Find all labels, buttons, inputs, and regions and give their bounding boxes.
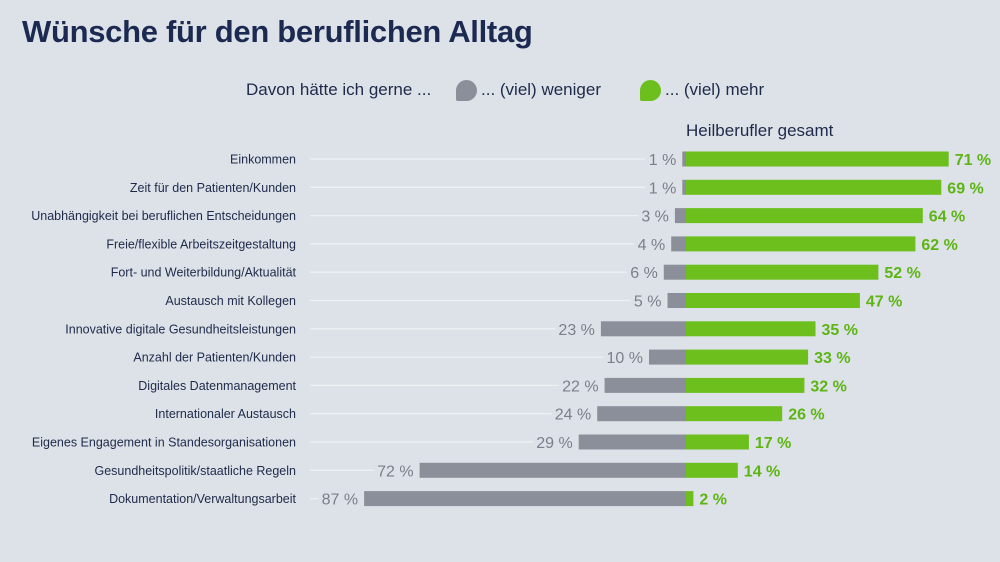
less-value-label: 3 % <box>641 209 669 226</box>
more-bar <box>686 377 805 393</box>
less-value-label: 4 % <box>638 237 666 254</box>
more-value-label: 14 % <box>744 463 780 480</box>
more-bar <box>686 406 783 422</box>
less-bar <box>674 208 686 224</box>
more-value-label: 26 % <box>788 407 824 424</box>
category-label: Gesundheitspolitik/staatliche Regeln <box>94 464 296 478</box>
more-value-label: 32 % <box>810 378 846 395</box>
more-bar <box>686 264 879 280</box>
less-bar <box>649 349 686 365</box>
category-label: Anzahl der Patienten/Kunden <box>133 351 296 365</box>
less-bar <box>682 179 686 195</box>
less-bar <box>597 406 686 422</box>
chart-title: Wünsche für den beruflichen Alltag <box>22 14 533 49</box>
more-value-label: 35 % <box>822 322 858 339</box>
less-value-label: 1 % <box>649 180 677 197</box>
less-value-label: 23 % <box>558 322 594 339</box>
less-value-label: 10 % <box>607 350 643 367</box>
less-bar <box>671 236 686 252</box>
less-value-label: 6 % <box>630 265 658 282</box>
more-bar <box>686 236 916 252</box>
category-label: Austausch mit Kollegen <box>165 294 296 308</box>
less-bar <box>419 462 686 478</box>
category-label: Unabhängigkeit bei beruflichen Entscheid… <box>31 209 296 223</box>
more-bar <box>686 321 816 337</box>
more-value-label: 2 % <box>699 492 727 509</box>
less-bar <box>578 434 686 450</box>
less-bar <box>364 491 686 507</box>
less-bar <box>600 321 686 337</box>
category-label: Fort- und Weiterbildung/Aktualität <box>111 266 297 280</box>
more-value-label: 69 % <box>947 180 983 197</box>
more-value-label: 47 % <box>866 294 902 311</box>
less-bar <box>667 293 686 308</box>
category-label: Innovative digitale Gesundheitsleistunge… <box>65 322 296 336</box>
legend-less-swatch <box>456 80 477 101</box>
less-value-label: 5 % <box>634 294 662 311</box>
more-value-label: 33 % <box>814 350 850 367</box>
legend-more-swatch <box>640 80 661 101</box>
more-bar <box>686 179 942 195</box>
more-bar <box>686 293 860 308</box>
legend-less-label: ... (viel) weniger <box>481 80 601 99</box>
more-value-label: 62 % <box>921 237 957 254</box>
category-label: Dokumentation/Verwaltungsarbeit <box>109 492 296 506</box>
category-label: Zeit für den Patienten/Kunden <box>130 181 296 195</box>
more-value-label: 71 % <box>955 152 991 169</box>
more-value-label: 64 % <box>929 209 965 226</box>
category-label: Einkommen <box>230 153 296 167</box>
more-value-label: 17 % <box>755 435 791 452</box>
less-value-label: 22 % <box>562 378 598 395</box>
less-value-label: 1 % <box>649 152 677 169</box>
more-bar <box>686 462 738 478</box>
more-bar <box>686 151 949 167</box>
more-bar <box>686 434 749 450</box>
less-value-label: 24 % <box>555 407 591 424</box>
less-value-label: 29 % <box>536 435 572 452</box>
legend-more-label: ... (viel) mehr <box>665 80 765 99</box>
column-header: Heilberufler gesamt <box>686 121 834 140</box>
less-value-label: 87 % <box>322 492 358 509</box>
legend-intro: Davon hätte ich gerne ... <box>246 80 432 99</box>
category-label: Eigenes Engagement in Standesorganisatio… <box>32 436 296 450</box>
more-bar <box>686 491 694 507</box>
less-bar <box>604 377 686 393</box>
less-bar <box>682 151 686 167</box>
category-label: Digitales Datenmanagement <box>138 379 296 393</box>
less-bar <box>663 264 686 280</box>
category-label: Freie/flexible Arbeitszeitgestaltung <box>106 237 296 251</box>
more-bar <box>686 349 809 365</box>
category-label: Internationaler Austausch <box>155 407 296 421</box>
more-bar <box>686 208 923 224</box>
more-value-label: 52 % <box>884 265 920 282</box>
less-value-label: 72 % <box>377 463 413 480</box>
